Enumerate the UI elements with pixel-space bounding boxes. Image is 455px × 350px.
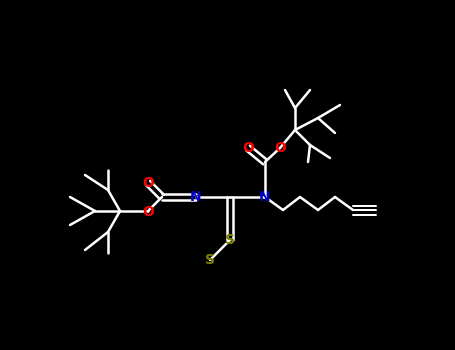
Text: N: N xyxy=(259,190,271,204)
Text: S: S xyxy=(205,253,215,267)
Text: S: S xyxy=(225,233,235,247)
Text: O: O xyxy=(142,205,154,219)
Text: O: O xyxy=(242,141,254,155)
Text: O: O xyxy=(274,141,286,155)
Text: O: O xyxy=(142,176,154,190)
Text: N: N xyxy=(190,190,202,204)
